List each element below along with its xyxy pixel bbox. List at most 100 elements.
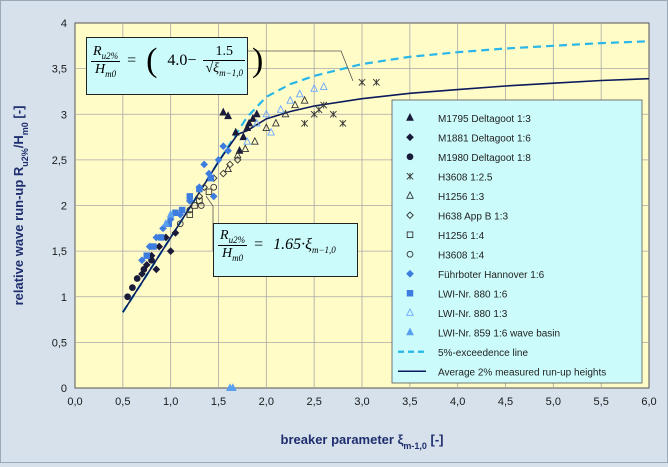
x-tick-label: 1,0 bbox=[163, 396, 178, 408]
data-point bbox=[271, 118, 280, 127]
data-point bbox=[140, 266, 148, 273]
x-axis-ticks: 0,0 0,5 1,0 1,5 2,0 2,5 3,0 3,5 4,0 4,5 5,0 5,5 6,0 bbox=[67, 396, 656, 408]
data-point bbox=[224, 111, 232, 120]
data-point bbox=[319, 82, 328, 90]
y-tick-label: 4 bbox=[61, 18, 67, 30]
x-tick-label: 3,5 bbox=[402, 396, 417, 408]
data-point bbox=[172, 209, 179, 217]
data-point bbox=[300, 95, 309, 104]
legend-label: Average 2% measured run-up heights bbox=[438, 367, 606, 378]
connector-top bbox=[246, 50, 354, 82]
data-point bbox=[250, 136, 259, 145]
data-point bbox=[166, 247, 175, 255]
data-point bbox=[262, 123, 271, 131]
y-tick-label: 0 bbox=[61, 383, 67, 395]
y-tick-label: 2 bbox=[61, 201, 67, 213]
data-point bbox=[339, 119, 347, 127]
data-point bbox=[262, 109, 271, 118]
data-point bbox=[372, 78, 380, 86]
data-point bbox=[191, 202, 198, 209]
legend-label: M1881 Deltagoot 1:6 bbox=[438, 133, 531, 144]
data-point bbox=[233, 150, 242, 159]
legend-marker bbox=[406, 269, 414, 278]
legend-marker bbox=[406, 231, 414, 238]
data-point bbox=[243, 136, 252, 145]
x-tick-label: 0,0 bbox=[67, 396, 82, 408]
legend-marker bbox=[406, 133, 414, 142]
y-tick-label: 0,5 bbox=[52, 337, 67, 349]
x-tick-label: 2,0 bbox=[259, 396, 274, 408]
data-point bbox=[241, 144, 250, 152]
equation-box-bottom: Ru2% Hm0 = 1.65·ξm−1,0 bbox=[213, 223, 358, 277]
data-point bbox=[358, 78, 366, 86]
data-point bbox=[219, 169, 228, 178]
data-point bbox=[176, 220, 184, 228]
data-point bbox=[197, 202, 205, 209]
data-point bbox=[195, 192, 204, 201]
data-point bbox=[200, 160, 208, 169]
legend-marker bbox=[406, 112, 414, 121]
data-point bbox=[155, 242, 164, 251]
legend-marker bbox=[406, 307, 414, 316]
y-tick-label: 3,5 bbox=[52, 64, 67, 76]
y-axis-ticks: 0 0,5 1 1,5 2 2,5 3 3,5 4 bbox=[52, 18, 67, 395]
data-point bbox=[295, 89, 304, 98]
legend-marker bbox=[406, 327, 414, 336]
legend-label: H3608 1:4 bbox=[438, 250, 485, 261]
data-point bbox=[224, 146, 232, 155]
legend-label: M1980 Deltagoot 1:8 bbox=[438, 153, 531, 164]
equation-box-top: Ru2% Hm0 = ( 4.0− 1.5 √ξm−1,0 ) bbox=[86, 37, 263, 95]
data-point bbox=[143, 252, 150, 259]
data-point bbox=[231, 127, 240, 136]
data-point bbox=[286, 95, 295, 104]
data-points bbox=[124, 78, 380, 392]
legend-label: M1795 Deltagoot 1:3 bbox=[438, 114, 531, 125]
data-point bbox=[233, 156, 242, 164]
data-point bbox=[226, 160, 234, 169]
x-tick-label: 4,5 bbox=[498, 396, 513, 408]
legend: M1795 Deltagoot 1:3 M1881 Deltagoot 1:6 M1… bbox=[391, 99, 643, 384]
y-tick-label: 1 bbox=[61, 292, 67, 304]
data-point bbox=[252, 118, 261, 127]
legend-label: LWI-Nr. 880 1:6 bbox=[438, 289, 508, 300]
legend-box bbox=[391, 99, 643, 384]
data-point bbox=[219, 107, 228, 116]
data-point bbox=[124, 293, 131, 301]
data-point bbox=[291, 100, 299, 109]
legend-label: Führboter Hannover 1:6 bbox=[438, 270, 545, 281]
x-axis-label: breaker parameter ξm-1,0 [-] bbox=[281, 432, 444, 451]
data-point bbox=[226, 383, 234, 392]
legend-marker bbox=[406, 190, 414, 199]
data-point bbox=[186, 211, 194, 218]
data-point bbox=[152, 265, 161, 274]
x-tick-label: 3,0 bbox=[354, 396, 369, 408]
data-point bbox=[210, 183, 218, 191]
x-tick-label: 1,5 bbox=[211, 396, 226, 408]
legend-marker bbox=[406, 153, 414, 161]
legend-marker bbox=[406, 250, 414, 258]
y-tick-label: 2,5 bbox=[52, 155, 67, 167]
data-point bbox=[207, 174, 215, 182]
data-point bbox=[276, 104, 285, 113]
legend-label: LWI-Nr. 880 1:3 bbox=[438, 309, 508, 320]
legend-label: H1256 1:3 bbox=[438, 192, 485, 203]
x-tick-label: 5,0 bbox=[546, 396, 561, 408]
data-point bbox=[310, 83, 319, 92]
data-point bbox=[219, 142, 228, 151]
data-point bbox=[166, 209, 175, 218]
data-point bbox=[209, 192, 218, 201]
x-tick-label: 0,5 bbox=[115, 396, 130, 408]
data-point bbox=[157, 234, 165, 241]
y-tick-label: 3 bbox=[61, 109, 67, 121]
data-point bbox=[148, 256, 155, 264]
data-point bbox=[329, 110, 337, 118]
legend-label: H638 App B 1:3 bbox=[438, 211, 508, 222]
data-point bbox=[186, 206, 194, 214]
data-point bbox=[129, 284, 136, 291]
data-point bbox=[161, 218, 170, 227]
legend-label: LWI-Nr. 859 1:6 wave basin bbox=[438, 328, 560, 339]
legend-label: 5%-exceedence line bbox=[438, 348, 528, 359]
x-tick-label: 6,0 bbox=[641, 396, 656, 408]
